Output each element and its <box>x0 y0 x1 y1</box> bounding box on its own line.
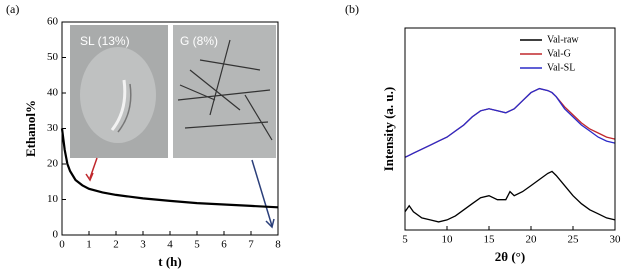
data-line <box>404 87 616 158</box>
y-axis-label: Intensity (a. u.) <box>381 87 396 172</box>
plot-frame <box>404 27 616 231</box>
x-axis-label: t (h) <box>158 254 181 269</box>
y-axis-label: Ethanol% <box>23 100 38 157</box>
data-line <box>60 128 279 209</box>
x-tick-label: 7 <box>248 239 254 251</box>
legend-label: Val-raw <box>547 34 579 45</box>
y-tick-label: 40 <box>47 87 59 99</box>
panel-label: (b) <box>345 2 359 16</box>
x-tick-label: 6 <box>221 239 227 251</box>
y-tick-label: 50 <box>47 51 59 63</box>
x-tick-label: 10 <box>442 234 454 246</box>
x-tick-label: 5 <box>402 234 408 246</box>
legend-label: Val-SL <box>547 62 575 73</box>
data-line <box>404 87 616 158</box>
x-tick-label: 20 <box>526 234 538 246</box>
x-tick-label: 8 <box>275 239 281 251</box>
arrow <box>85 157 275 229</box>
data-line <box>404 170 616 223</box>
y-tick-label: 20 <box>47 158 59 170</box>
x-tick-label: 30 <box>610 234 622 246</box>
inset-photo <box>70 25 168 158</box>
y-tick-label: 10 <box>47 193 59 205</box>
x-tick-label: 1 <box>86 239 92 251</box>
x-tick-label: 0 <box>59 239 65 251</box>
x-tick-label: 5 <box>194 239 200 251</box>
y-tick-label: 0 <box>53 229 59 241</box>
y-tick-label: 30 <box>47 122 59 134</box>
panel-label: (a) <box>6 2 19 16</box>
inset-photo <box>173 25 276 158</box>
x-tick-label: 2 <box>113 239 119 251</box>
x-tick-label: 15 <box>484 234 496 246</box>
legend-label: Val-G <box>547 48 571 59</box>
x-tick-label: 4 <box>167 239 173 251</box>
x-axis-label: 2θ (°) <box>495 249 525 264</box>
x-tick-label: 3 <box>140 239 146 251</box>
x-tick-label: 25 <box>568 234 580 246</box>
annotation: G (8%) <box>180 34 218 48</box>
annotation: SL (13%) <box>80 34 130 48</box>
y-tick-label: 60 <box>47 16 59 28</box>
